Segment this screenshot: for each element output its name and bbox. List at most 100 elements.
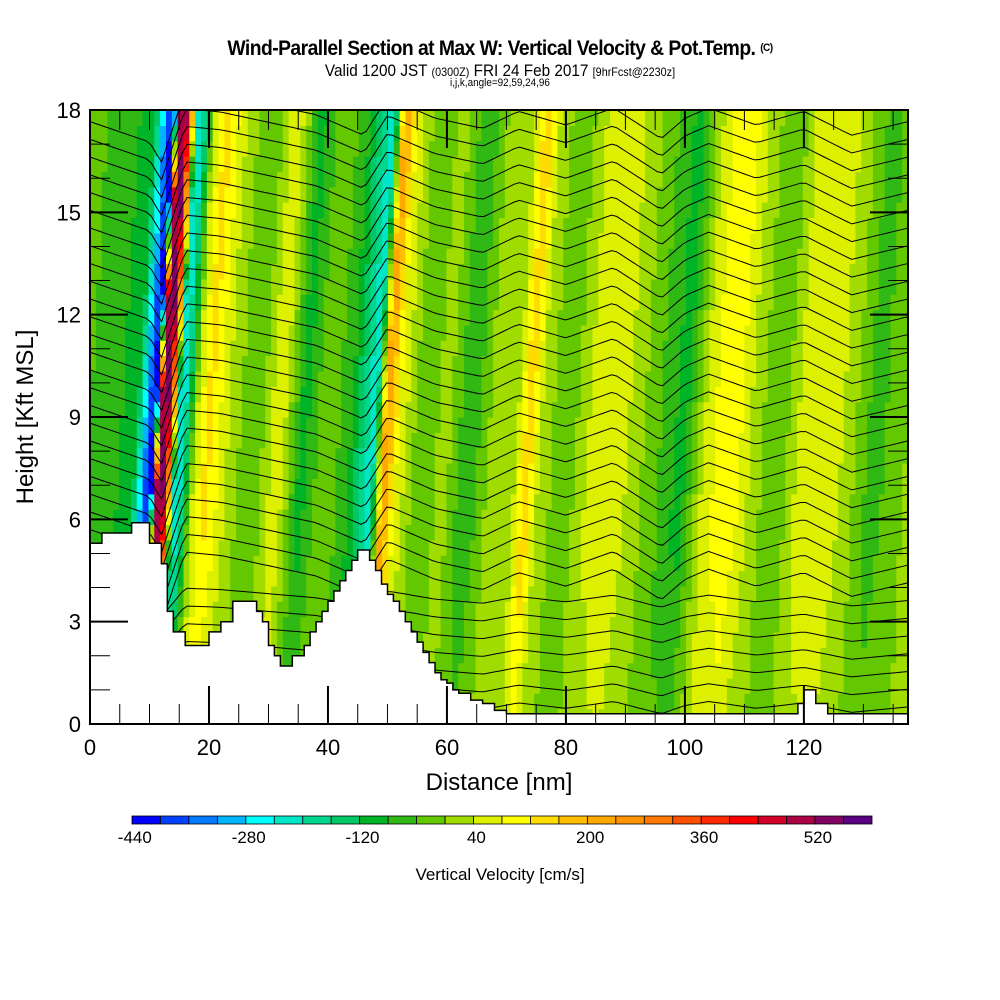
velocity-cell <box>101 478 109 495</box>
velocity-cell <box>90 125 97 142</box>
velocity-cell <box>90 401 97 418</box>
velocity-cell <box>189 447 196 464</box>
velocity-cell <box>551 125 559 142</box>
velocity-cell <box>329 263 336 280</box>
velocity-cell <box>271 432 278 449</box>
velocity-cell <box>446 616 453 633</box>
velocity-cell <box>534 340 541 357</box>
velocity-cell <box>212 524 220 541</box>
velocity-cell <box>721 217 728 234</box>
velocity-cell <box>107 447 114 464</box>
velocity-cell <box>271 555 278 572</box>
velocity-cell <box>697 248 705 265</box>
velocity-cell <box>650 601 658 618</box>
velocity-cell <box>306 248 313 265</box>
velocity-cell <box>709 156 716 172</box>
velocity-cell <box>761 355 769 372</box>
velocity-cell <box>791 309 798 326</box>
velocity-cell <box>393 585 401 602</box>
velocity-cell <box>487 693 494 710</box>
velocity-cell <box>610 294 617 311</box>
velocity-cell <box>212 432 220 449</box>
velocity-cell <box>662 248 670 265</box>
velocity-cell <box>569 248 576 265</box>
velocity-cell <box>236 493 243 510</box>
velocity-cell <box>563 555 570 572</box>
velocity-cell <box>352 355 360 372</box>
velocity-cell <box>668 232 675 249</box>
velocity-cell <box>481 432 488 449</box>
velocity-cell <box>469 601 477 618</box>
velocity-cell <box>802 478 810 495</box>
velocity-cell <box>469 232 477 249</box>
velocity-cell <box>481 463 488 479</box>
velocity-cell <box>691 278 699 295</box>
velocity-cell <box>458 202 465 219</box>
velocity-cell <box>791 524 798 541</box>
velocity-cell <box>785 156 792 172</box>
velocity-cell <box>802 248 810 265</box>
velocity-cell <box>253 370 261 387</box>
velocity-cell <box>668 401 675 418</box>
velocity-cell <box>218 355 225 372</box>
velocity-cell <box>510 662 518 679</box>
velocity-cell <box>574 524 582 541</box>
velocity-cell <box>510 355 518 372</box>
velocity-cell <box>586 355 594 372</box>
velocity-cell <box>312 447 319 464</box>
velocity-cell <box>323 294 331 311</box>
velocity-cell <box>218 186 225 203</box>
velocity-cell <box>709 539 716 556</box>
velocity-cell <box>569 278 576 295</box>
velocity-cell <box>329 248 336 265</box>
velocity-cell <box>785 340 792 357</box>
velocity-cell <box>674 370 681 387</box>
velocity-cell <box>627 186 634 203</box>
velocity-cell <box>493 555 500 572</box>
velocity-cell <box>802 340 810 357</box>
velocity-cell <box>177 616 185 633</box>
velocity-cell <box>773 509 781 526</box>
velocity-cell <box>761 248 769 265</box>
velocity-cell <box>504 478 512 495</box>
velocity-cell <box>160 278 167 295</box>
velocity-cell <box>633 156 640 172</box>
velocity-cell <box>703 478 710 495</box>
velocity-cell <box>335 340 342 357</box>
velocity-cell <box>627 140 634 157</box>
velocity-cell <box>358 171 366 188</box>
velocity-cell <box>300 110 307 126</box>
velocity-cell <box>95 324 103 341</box>
velocity-cell <box>721 570 728 587</box>
velocity-cell <box>761 324 769 341</box>
velocity-cell <box>487 156 494 172</box>
velocity-cell <box>195 232 202 249</box>
velocity-cell <box>206 202 214 219</box>
velocity-cell <box>247 171 255 188</box>
velocity-cell <box>545 110 553 126</box>
velocity-cell <box>539 386 547 403</box>
velocity-cell <box>732 693 740 710</box>
velocity-cell <box>545 401 553 418</box>
velocity-cell <box>522 493 529 510</box>
velocity-cell <box>323 340 331 357</box>
velocity-cell <box>294 171 301 188</box>
velocity-cell <box>534 370 541 387</box>
velocity-cell <box>201 370 208 387</box>
velocity-cell <box>557 662 564 679</box>
velocity-cell <box>130 248 138 265</box>
velocity-cell <box>750 662 757 679</box>
velocity-cell <box>160 463 167 479</box>
velocity-cell <box>756 202 763 219</box>
velocity-cell <box>586 432 594 449</box>
velocity-cell <box>504 693 512 710</box>
velocity-cell <box>230 478 237 495</box>
velocity-cell <box>604 677 611 694</box>
velocity-cell <box>814 585 821 602</box>
velocity-cell <box>627 156 634 172</box>
velocity-cell <box>276 447 284 464</box>
velocity-cell <box>779 401 786 418</box>
velocity-cell <box>393 309 401 326</box>
velocity-cell <box>674 217 681 234</box>
velocity-cell <box>721 263 728 280</box>
